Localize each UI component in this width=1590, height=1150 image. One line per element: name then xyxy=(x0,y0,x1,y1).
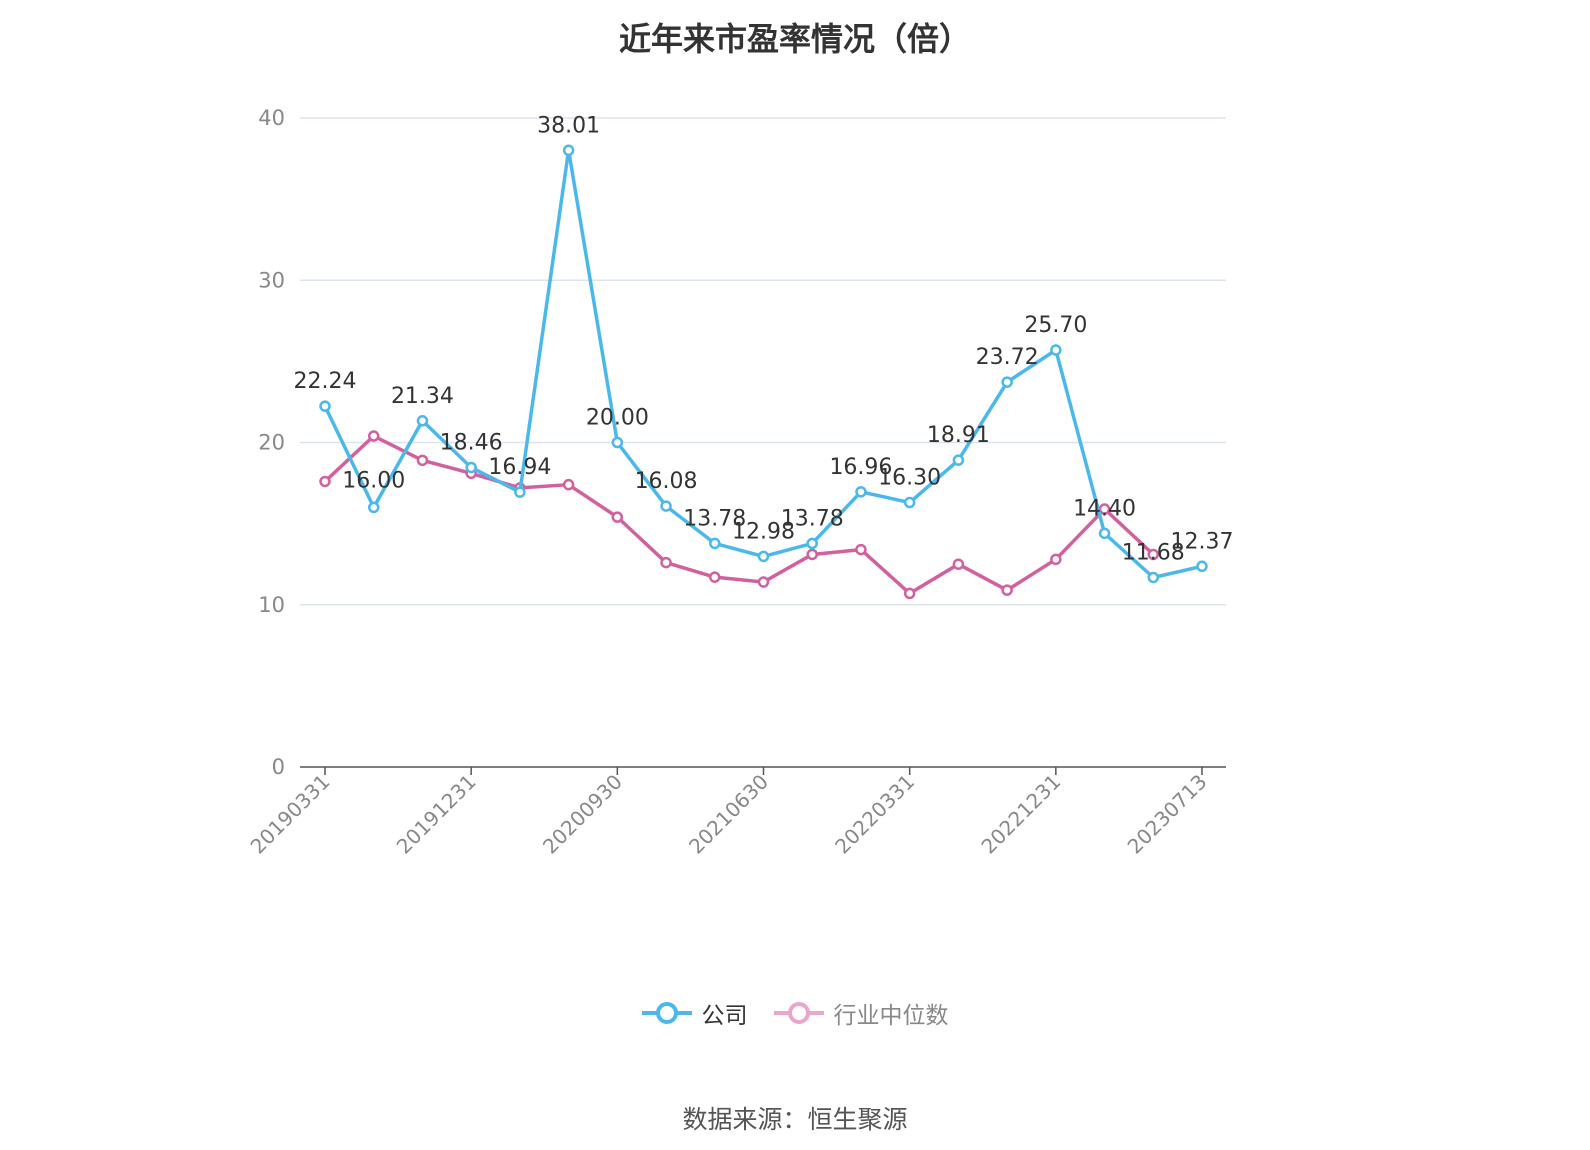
x-tick-label: 20190331 xyxy=(246,770,335,859)
legend-label-industry-median: 行业中位数 xyxy=(833,1003,949,1029)
data-point-company[interactable] xyxy=(416,415,429,427)
x-tick-label: 20200930 xyxy=(538,770,627,859)
grid-lines xyxy=(300,117,1226,606)
data-point-company[interactable] xyxy=(465,461,477,474)
data-label-company: 12.37 xyxy=(1171,529,1234,554)
data-point-industry-median[interactable] xyxy=(1098,503,1111,515)
data-source: 数据来源：恒生聚源 xyxy=(682,1105,908,1134)
y-tick-label: 30 xyxy=(258,268,285,292)
data-label-company: 14.40 xyxy=(1073,496,1136,521)
data-point-industry-median[interactable] xyxy=(1147,548,1160,561)
data-label-company: 18.91 xyxy=(927,423,990,448)
data-point-industry-median[interactable] xyxy=(709,571,721,583)
x-tick-label: 20230713 xyxy=(1123,770,1212,859)
data-point-company[interactable] xyxy=(660,500,672,512)
data-point-industry-median[interactable] xyxy=(1001,584,1013,596)
x-tick-label: 20191231 xyxy=(392,770,481,859)
data-label-company: 18.46 xyxy=(440,430,503,455)
data-point-company[interactable] xyxy=(757,550,770,563)
data-point-company[interactable] xyxy=(855,486,867,498)
data-label-company: 23.72 xyxy=(976,345,1039,370)
data-point-company[interactable] xyxy=(611,436,624,449)
data-point-company[interactable] xyxy=(1196,560,1208,573)
data-point-industry-median[interactable] xyxy=(660,556,672,569)
series-line-industry-median xyxy=(323,434,1155,596)
data-point-company[interactable] xyxy=(1050,344,1062,356)
data-point-company[interactable] xyxy=(562,144,575,157)
data-point-company[interactable] xyxy=(514,486,526,498)
data-point-company[interactable] xyxy=(903,496,916,509)
legend-item-industry-median[interactable]: 行业中位数 xyxy=(773,996,949,1030)
y-tick-label: 0 xyxy=(272,755,285,779)
data-label-company: 12.98 xyxy=(732,519,795,544)
data-point-company[interactable] xyxy=(709,537,721,550)
data-label-company: 22.24 xyxy=(294,369,357,394)
data-label-company: 16.30 xyxy=(878,466,941,491)
y-tick-label: 10 xyxy=(258,593,285,617)
data-label-company: 11.68 xyxy=(1122,540,1185,565)
data-label-company: 21.34 xyxy=(391,384,454,409)
legend: 公司 行业中位数 xyxy=(0,996,1590,1030)
legend-industry-icon xyxy=(773,1002,824,1024)
data-point-company[interactable] xyxy=(1001,376,1013,388)
y-tick-label: 20 xyxy=(258,431,285,455)
x-tick-label: 20221231 xyxy=(976,770,1065,859)
data-point-industry-median[interactable] xyxy=(757,576,770,588)
legend-item-company[interactable]: 公司 xyxy=(641,996,748,1030)
x-tick-label: 20220331 xyxy=(830,770,919,859)
data-label-company: 16.94 xyxy=(488,455,551,480)
series-line-company xyxy=(323,148,1203,580)
data-point-company[interactable] xyxy=(367,501,380,514)
data-point-industry-median[interactable] xyxy=(952,558,965,570)
data-point-company[interactable] xyxy=(319,400,331,412)
data-point-industry-median[interactable] xyxy=(319,475,331,488)
data-point-company[interactable] xyxy=(1147,571,1160,584)
chart-title: 近年来市盈率情况（倍） xyxy=(618,20,971,58)
data-label-company: 25.70 xyxy=(1024,313,1087,338)
y-tick-label: 40 xyxy=(258,106,285,130)
data-label-company: 20.00 xyxy=(586,406,649,431)
data-label-company: 16.08 xyxy=(635,469,698,494)
data-point-industry-median[interactable] xyxy=(1050,553,1062,566)
data-point-industry-median[interactable] xyxy=(806,548,818,561)
data-point-industry-median[interactable] xyxy=(416,454,429,467)
x-tick-label: 20210630 xyxy=(684,770,773,859)
series-lines xyxy=(319,144,1208,600)
data-point-industry-median[interactable] xyxy=(367,430,380,442)
data-point-industry-median[interactable] xyxy=(903,587,916,600)
data-label-company: 13.78 xyxy=(781,506,844,531)
data-label-company: 13.78 xyxy=(683,506,746,531)
data-point-company[interactable] xyxy=(806,537,818,550)
legend-company-icon xyxy=(641,1002,692,1024)
data-point-company[interactable] xyxy=(1098,527,1111,540)
data-point-industry-median[interactable] xyxy=(855,543,867,556)
legend-label-company: 公司 xyxy=(701,1003,748,1029)
data-point-industry-median[interactable] xyxy=(611,511,624,523)
data-label-company: 38.01 xyxy=(537,113,600,138)
data-label-company: 16.96 xyxy=(829,455,892,480)
data-label-company: 16.00 xyxy=(342,468,405,493)
data-point-company[interactable] xyxy=(952,454,965,466)
data-point-industry-median[interactable] xyxy=(562,478,575,491)
